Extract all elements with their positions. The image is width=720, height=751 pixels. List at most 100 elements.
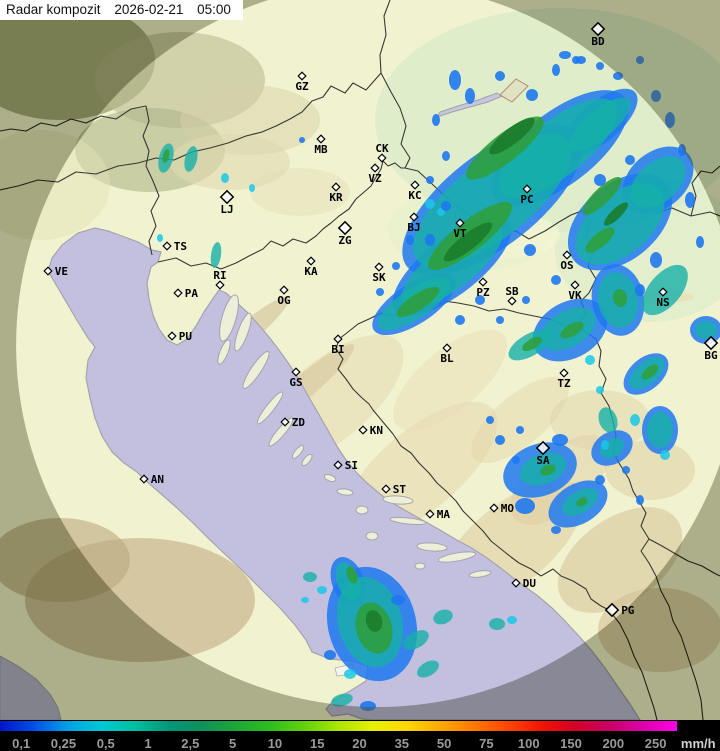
precip-cell-blue-dot bbox=[496, 316, 504, 324]
city-marker-icon bbox=[219, 189, 235, 205]
city-label: VT bbox=[453, 227, 467, 240]
city-gz: GZ bbox=[295, 71, 309, 93]
city-pu: PU bbox=[167, 330, 192, 343]
legend-tick: 75 bbox=[479, 736, 494, 751]
precip-cell-blue-dot bbox=[360, 701, 376, 711]
city-marker-icon bbox=[173, 288, 183, 298]
precip-cell-blue-dot bbox=[376, 288, 384, 296]
precip-cell-blue-dot bbox=[391, 595, 405, 605]
precip-cell-cyan bbox=[630, 414, 640, 426]
radar-coverage-outside-overlay bbox=[0, 0, 720, 720]
city-marker-icon bbox=[337, 220, 353, 236]
city-label: MB bbox=[314, 143, 328, 156]
precip-cell-teal bbox=[433, 609, 453, 625]
cities-layer: BD GZ MB CK VZ KR LJ KC PC BJ VT ZG TS OS KA SK VE PZ RI VK… bbox=[43, 21, 719, 618]
precip-cell-teal bbox=[417, 660, 439, 678]
country-border bbox=[157, 160, 405, 270]
city-marker-icon bbox=[559, 368, 569, 378]
city-label: LJ bbox=[220, 203, 233, 216]
city-marker-icon bbox=[455, 218, 465, 228]
legend-color-scale bbox=[0, 721, 677, 731]
precip-cell-blue-dot bbox=[636, 495, 644, 505]
precip-cell-dark-green bbox=[603, 202, 629, 226]
city-label: OS bbox=[560, 259, 573, 272]
city-marker-icon bbox=[425, 509, 435, 519]
precip-cell-dark-green bbox=[443, 222, 493, 262]
city-kc: KC bbox=[408, 180, 422, 202]
city-marker-icon bbox=[162, 241, 172, 251]
legend-tick: 10 bbox=[267, 736, 283, 751]
precip-cell-cyan bbox=[507, 616, 517, 624]
lake-balaton bbox=[435, 92, 504, 118]
country-border bbox=[608, 609, 658, 720]
city-marker-icon bbox=[377, 153, 387, 163]
precip-cell-cyan bbox=[660, 450, 670, 460]
radar-time: 05:00 bbox=[197, 2, 231, 17]
city-marker-icon bbox=[590, 21, 606, 37]
precip-cell-cyan bbox=[425, 199, 435, 209]
precip-cell-teal bbox=[647, 412, 673, 448]
city-pa: PA bbox=[173, 287, 198, 300]
legend-tick: 0,5 bbox=[96, 736, 115, 751]
city-label: VK bbox=[568, 289, 582, 302]
city-ka: KA bbox=[304, 256, 318, 278]
city-sk: SK bbox=[372, 262, 386, 284]
legend-tick: 1 bbox=[144, 736, 152, 751]
city-label: TS bbox=[174, 240, 187, 253]
precip-cell-green bbox=[576, 497, 588, 507]
city-marker-icon bbox=[703, 335, 719, 351]
precip-cell-blue-dot bbox=[635, 284, 645, 296]
city-label: DU bbox=[523, 577, 537, 590]
city-marker-icon bbox=[297, 71, 307, 81]
city-label: KA bbox=[304, 265, 318, 278]
city-ri: RI bbox=[213, 269, 227, 290]
precipitation-layer bbox=[157, 51, 720, 711]
city-bl: BL bbox=[440, 343, 454, 365]
city-marker-icon bbox=[333, 460, 343, 470]
legend-tick: 150 bbox=[560, 736, 582, 751]
country-border bbox=[540, 568, 610, 611]
precip-cell-teal bbox=[598, 407, 618, 433]
app-title: Radar kompozit bbox=[6, 2, 101, 17]
precip-cell-blue-dot bbox=[622, 466, 630, 474]
city-label: VZ bbox=[368, 172, 382, 185]
legend-labels: 0,1 0,25 0,5 1 2,5 5 10 15 20 35 50 75 100 150 200 250 m… bbox=[0, 734, 720, 751]
city-label: BI bbox=[331, 343, 344, 356]
precip-cell-teal bbox=[210, 242, 222, 268]
precip-cell-blue-dot bbox=[406, 235, 414, 245]
city-marker-icon bbox=[604, 602, 620, 618]
city-lj: LJ bbox=[219, 189, 235, 216]
legend-tick: 5 bbox=[229, 736, 237, 751]
lake-outline-feature bbox=[499, 78, 529, 103]
precip-cell-teal bbox=[303, 572, 317, 582]
city-zd: ZD bbox=[280, 416, 305, 429]
country-border bbox=[690, 165, 720, 217]
precip-cell-teal bbox=[184, 146, 198, 172]
precip-cell-blue-dot bbox=[526, 89, 538, 101]
city-marker-icon bbox=[43, 266, 53, 276]
precip-cell-blue-dot bbox=[636, 56, 644, 64]
city-marker-icon bbox=[333, 334, 343, 344]
precip-cell-green bbox=[641, 364, 659, 380]
city-marker-icon bbox=[139, 474, 149, 484]
city-marker-icon bbox=[507, 296, 517, 306]
precip-cell-blue-dot bbox=[552, 64, 560, 76]
city-marker-icon bbox=[280, 417, 290, 427]
city-kn: KN bbox=[358, 424, 383, 437]
city-label: PZ bbox=[476, 286, 490, 299]
city-zg: ZG bbox=[337, 220, 353, 247]
city-marker-icon bbox=[306, 256, 316, 266]
city-label: MA bbox=[437, 508, 451, 521]
precip-cell-blue-dot bbox=[449, 70, 461, 90]
city-label: TZ bbox=[557, 377, 571, 390]
precip-cell-cyan bbox=[249, 184, 255, 192]
precip-cell-blue-dot bbox=[696, 236, 704, 248]
precip-cell-blue-dot bbox=[495, 71, 505, 81]
city-bg: BG bbox=[703, 335, 719, 362]
city-bi: BI bbox=[331, 334, 345, 356]
precip-cell-blue-dot bbox=[552, 434, 568, 446]
precip-cell-blue-dot bbox=[595, 475, 605, 485]
city-si: SI bbox=[333, 459, 358, 472]
city-marker-icon bbox=[291, 367, 301, 377]
city-label: NS bbox=[656, 296, 669, 309]
